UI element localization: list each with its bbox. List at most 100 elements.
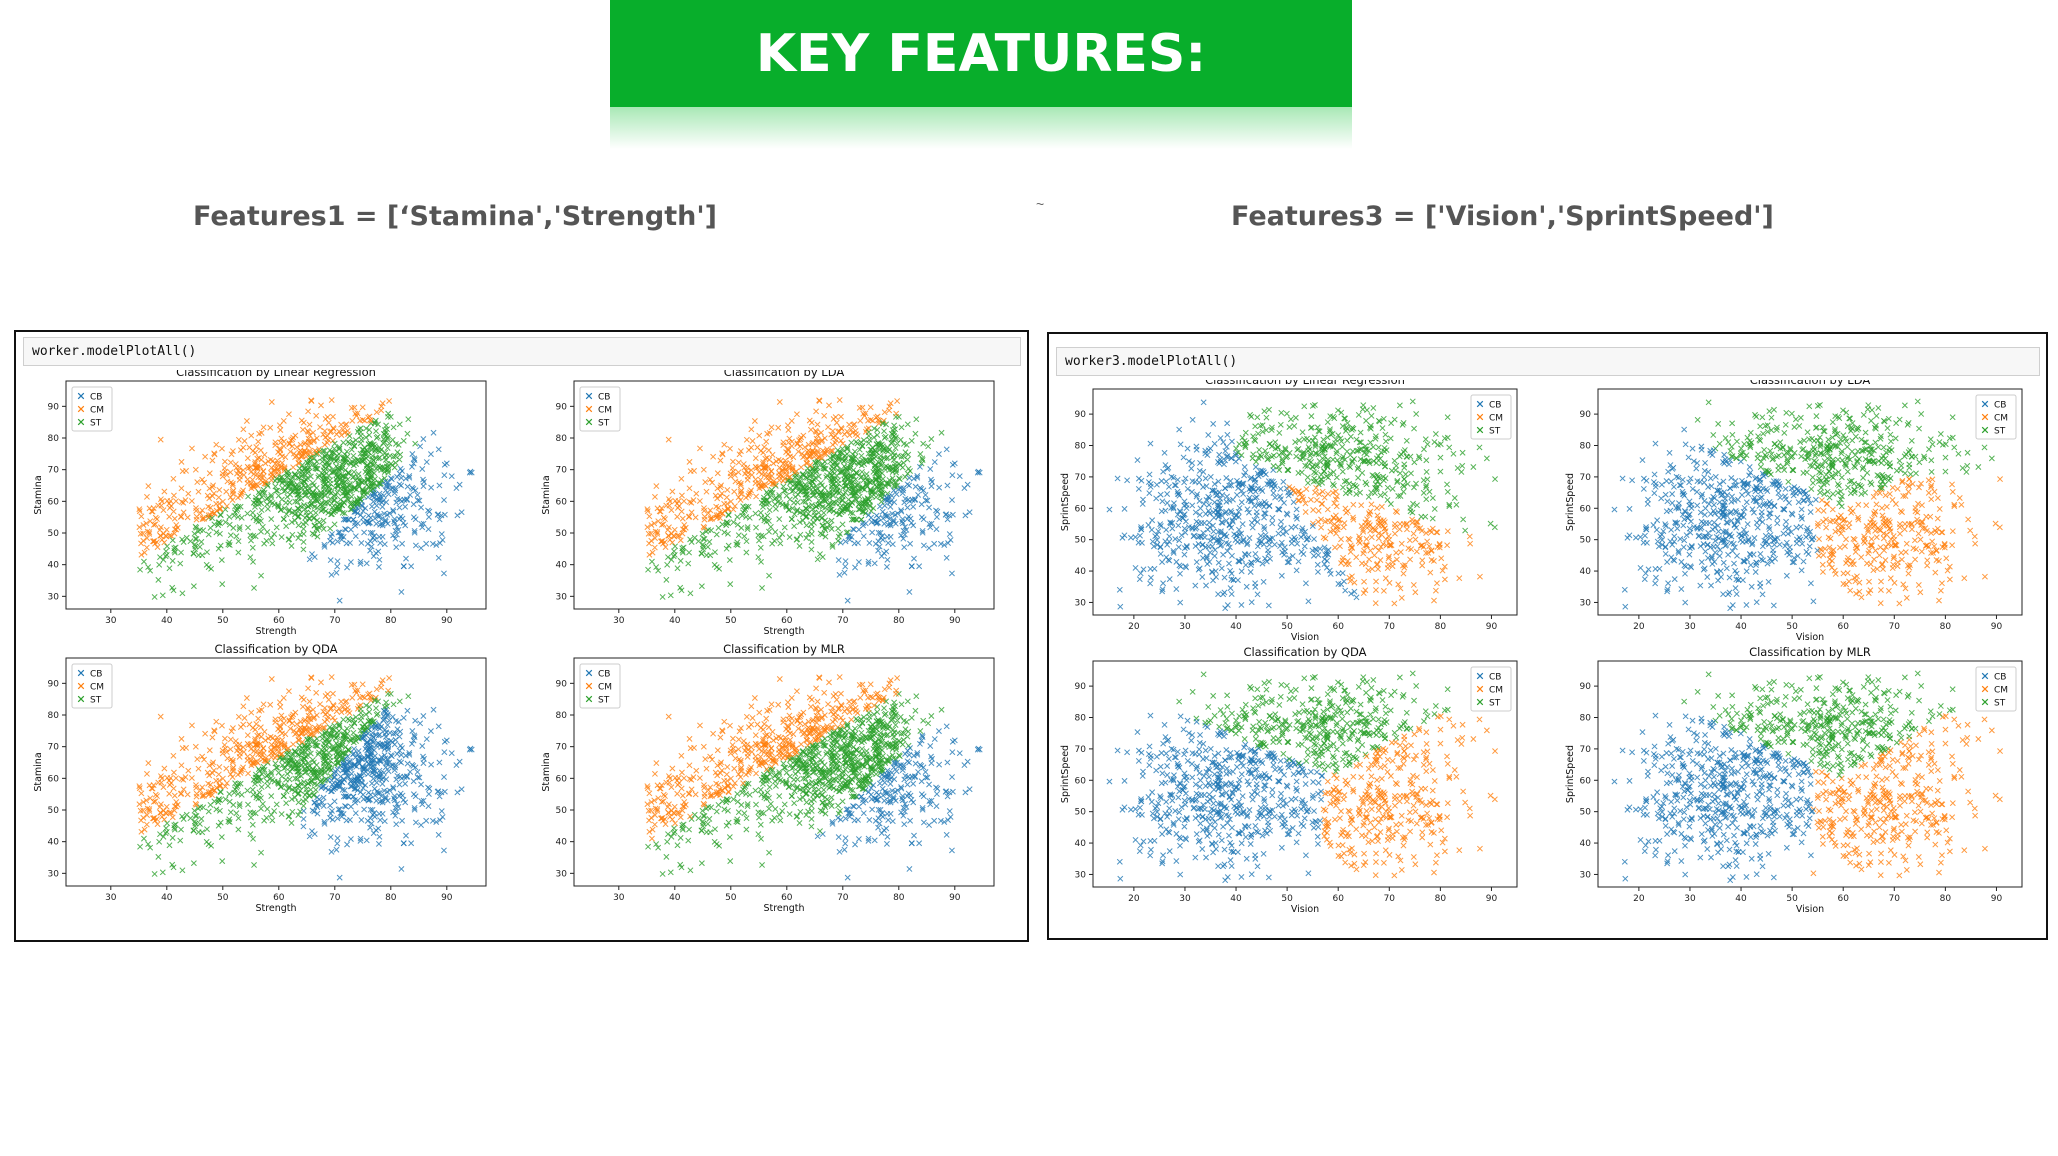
data-point xyxy=(338,502,345,509)
data-point xyxy=(292,454,299,461)
data-point xyxy=(382,487,389,494)
data-point xyxy=(776,399,783,405)
code-cell-left[interactable]: worker.modelPlotAll() xyxy=(23,337,1021,366)
data-point xyxy=(331,445,338,452)
data-point xyxy=(900,440,907,447)
data-point xyxy=(776,516,783,523)
data-point xyxy=(310,429,317,436)
data-point xyxy=(310,515,317,522)
data-point xyxy=(681,498,687,505)
data-point xyxy=(303,449,310,456)
data-point xyxy=(820,465,827,472)
data-point xyxy=(914,473,921,479)
data-point xyxy=(278,507,284,514)
data-point xyxy=(258,528,264,535)
data-point xyxy=(334,563,341,570)
data-point xyxy=(164,543,171,550)
data-point xyxy=(900,535,907,542)
data-point xyxy=(752,455,759,462)
data-point xyxy=(297,453,304,460)
data-point xyxy=(219,473,226,480)
data-point xyxy=(268,473,274,480)
data-point xyxy=(367,519,373,526)
data-point xyxy=(727,498,734,505)
data-point xyxy=(381,427,388,433)
data-point xyxy=(402,522,409,529)
data-point xyxy=(405,416,412,423)
data-point xyxy=(318,507,325,514)
data-point xyxy=(703,528,710,535)
data-point xyxy=(318,402,324,409)
data-point xyxy=(327,455,334,462)
data-point xyxy=(138,540,145,547)
data-point xyxy=(786,534,793,541)
data-point xyxy=(741,533,748,540)
data-point xyxy=(945,540,952,547)
data-point xyxy=(717,493,724,500)
data-point xyxy=(275,492,282,499)
data-point xyxy=(178,498,185,505)
data-point xyxy=(350,452,357,459)
data-point xyxy=(435,554,442,561)
data-point xyxy=(860,533,867,540)
data-point xyxy=(740,509,746,516)
plot-frame xyxy=(573,380,995,610)
data-point xyxy=(272,442,279,449)
data-point xyxy=(887,533,894,540)
data-point xyxy=(151,593,158,600)
data-point xyxy=(926,521,933,528)
data-point xyxy=(425,526,432,533)
data-point xyxy=(301,441,308,448)
data-point xyxy=(178,485,185,492)
data-point xyxy=(320,467,327,474)
data-point xyxy=(823,524,830,531)
data-point xyxy=(368,543,375,550)
data-point xyxy=(326,467,333,474)
data-point xyxy=(392,440,399,447)
data-point xyxy=(382,465,389,472)
data-point xyxy=(259,494,266,501)
x-tick-label: 60 xyxy=(781,616,793,626)
data-point xyxy=(381,431,388,438)
data-point xyxy=(216,487,223,493)
y-tick-label: 50 xyxy=(556,529,568,539)
data-point xyxy=(351,520,358,526)
data-point xyxy=(249,544,256,551)
data-point xyxy=(279,480,285,486)
data-point xyxy=(161,539,168,546)
data-point xyxy=(671,548,677,555)
data-point xyxy=(334,558,341,565)
data-point xyxy=(793,411,800,418)
y-tick-label: 90 xyxy=(48,679,60,689)
data-point xyxy=(347,559,354,565)
data-point xyxy=(777,540,784,547)
y-tick-label: 90 xyxy=(556,402,568,412)
data-point xyxy=(757,476,764,483)
data-point xyxy=(753,524,759,531)
data-point xyxy=(312,509,319,516)
data-point xyxy=(187,538,194,545)
y-tick-label: 60 xyxy=(556,497,568,507)
data-point xyxy=(753,493,760,500)
data-point xyxy=(842,563,849,570)
data-point xyxy=(352,437,359,444)
data-point xyxy=(648,558,655,565)
data-point xyxy=(327,537,333,544)
data-point xyxy=(721,529,728,536)
data-point xyxy=(229,497,236,503)
data-point xyxy=(282,454,289,461)
data-point xyxy=(357,450,364,457)
data-point xyxy=(389,462,396,469)
data-point xyxy=(253,515,260,522)
y-tick-label: 50 xyxy=(48,529,60,539)
data-point xyxy=(381,439,388,446)
data-point xyxy=(681,522,688,528)
data-point xyxy=(306,421,313,428)
data-point xyxy=(917,463,923,470)
x-tick-label: 60 xyxy=(273,893,285,903)
data-point xyxy=(222,519,229,526)
data-point xyxy=(796,543,803,549)
y-tick-label: 80 xyxy=(556,434,568,444)
data-point xyxy=(646,551,653,558)
data-point xyxy=(241,438,248,444)
